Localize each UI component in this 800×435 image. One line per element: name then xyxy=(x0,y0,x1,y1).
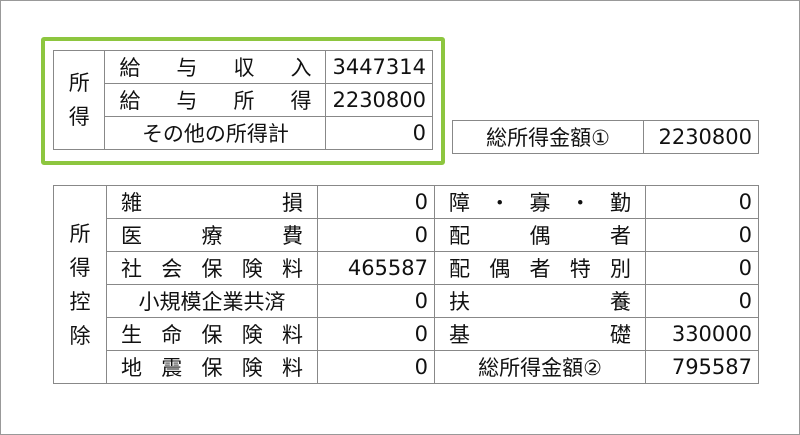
left-name: 地震保険料 xyxy=(106,350,318,384)
left-value: 0 xyxy=(317,317,435,351)
table-row: その他の所得計 0 xyxy=(54,116,433,150)
left-value: 465587 xyxy=(317,251,435,285)
deduction-table: 所得控除 雑損 0 障・寡・勤 0 医療費 0 配偶者 0 社会保険料 465587 配偶者特別 0 小規… xyxy=(53,185,759,384)
right-name: 障・寡・勤 xyxy=(434,185,646,219)
right-name: 総所得金額② xyxy=(434,350,646,384)
deduction-label: 所得控除 xyxy=(69,221,91,348)
income-label: 所得 xyxy=(68,71,90,129)
left-name: 社会保険料 xyxy=(106,251,318,285)
income-label-cell: 所得 xyxy=(52,50,106,150)
left-name: 小規模企業共済 xyxy=(106,284,318,318)
row-value: 0 xyxy=(325,116,433,150)
right-value: 0 xyxy=(645,185,759,219)
table-row: 医療費 0 配偶者 0 xyxy=(54,218,759,252)
row-name: 給与所得 xyxy=(104,83,327,117)
left-name: 雑損 xyxy=(106,185,318,219)
table-row: 地震保険料 0 総所得金額② 795587 xyxy=(54,350,759,384)
left-name: 生命保険料 xyxy=(106,317,318,351)
right-value: 0 xyxy=(645,251,759,285)
left-name: 医療費 xyxy=(106,218,318,252)
row-name: その他の所得計 xyxy=(104,116,327,150)
left-value: 0 xyxy=(317,350,435,384)
total1-value: 2230800 xyxy=(643,120,759,154)
income-table: 所得 給与収入 3447314 給与所得 2230800 その他の所得計 0 xyxy=(52,50,433,150)
right-name: 配偶者 xyxy=(434,218,646,252)
right-value: 795587 xyxy=(645,350,759,384)
table-row: 所得控除 雑損 0 障・寡・勤 0 xyxy=(53,185,759,384)
right-name: 基礎 xyxy=(434,317,646,351)
row-value: 2230800 xyxy=(325,83,433,117)
deduction-label-cell: 所得控除 xyxy=(53,185,107,384)
table-row: 給与所得 2230800 xyxy=(54,83,433,117)
table-row: 総所得金額① 2230800 xyxy=(452,120,759,154)
total1-table: 総所得金額① 2230800 xyxy=(452,120,759,154)
table-row: 小規模企業共済 0 扶養 0 xyxy=(54,284,759,318)
total1-name: 総所得金額① xyxy=(452,120,644,154)
table-row: 社会保険料 465587 配偶者特別 0 xyxy=(54,251,759,285)
right-name: 配偶者特別 xyxy=(434,251,646,285)
right-value: 0 xyxy=(645,284,759,318)
left-value: 0 xyxy=(317,284,435,318)
right-name: 扶養 xyxy=(434,284,646,318)
table-row: 所得 給与収入 3447314 xyxy=(52,50,433,150)
table-row: 生命保険料 0 基礎 330000 xyxy=(54,317,759,351)
left-value: 0 xyxy=(317,185,435,219)
row-value: 3447314 xyxy=(325,50,433,84)
row-name: 給与収入 xyxy=(104,50,327,84)
right-value: 330000 xyxy=(645,317,759,351)
left-value: 0 xyxy=(317,218,435,252)
highlight-box xyxy=(41,37,445,165)
right-value: 0 xyxy=(645,218,759,252)
